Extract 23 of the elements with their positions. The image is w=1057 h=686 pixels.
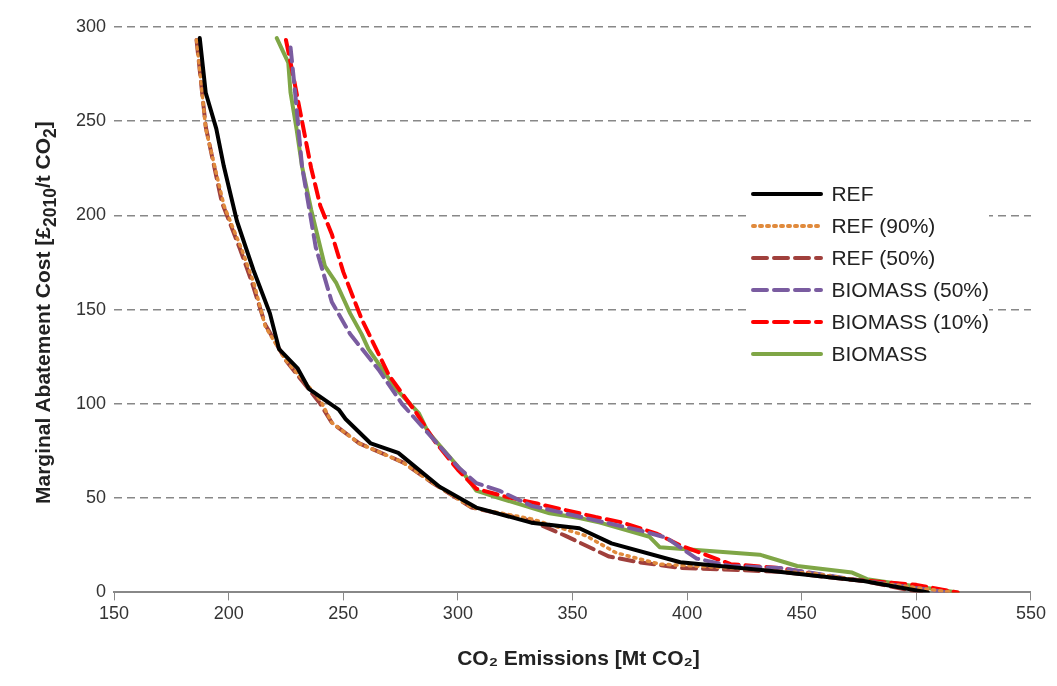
y-tick-label: 250	[75, 110, 107, 131]
x-tick-label: 150	[99, 603, 130, 624]
x-axis-title: CO₂ Emissions [Mt CO₂]	[456, 646, 701, 670]
x-tick-label: 450	[786, 603, 817, 624]
y-tick-label: 0	[96, 581, 107, 602]
y-tick-label: 200	[75, 204, 107, 225]
x-tick-label: 300	[442, 603, 473, 624]
legend-label: BIOMASS (10%)	[831, 310, 989, 334]
legend-label: REF (50%)	[831, 246, 936, 270]
y-tick-label: 150	[75, 298, 107, 319]
x-tick-label: 250	[328, 603, 359, 624]
x-tick-label: 200	[213, 603, 244, 624]
x-tick-label: 350	[557, 603, 588, 624]
y-tick-label: 300	[75, 15, 107, 36]
x-tick-label: 500	[901, 603, 932, 624]
x-tick-label: 400	[672, 603, 703, 624]
legend-label: REF	[831, 182, 874, 206]
legend-label: REF (90%)	[831, 214, 936, 238]
y-tick-label: 100	[75, 392, 107, 413]
y-tick-label: 50	[86, 487, 107, 508]
legend-label: BIOMASS (50%)	[831, 278, 989, 302]
x-tick-label: 550	[1015, 603, 1047, 624]
legend-label: BIOMASS	[831, 342, 928, 366]
